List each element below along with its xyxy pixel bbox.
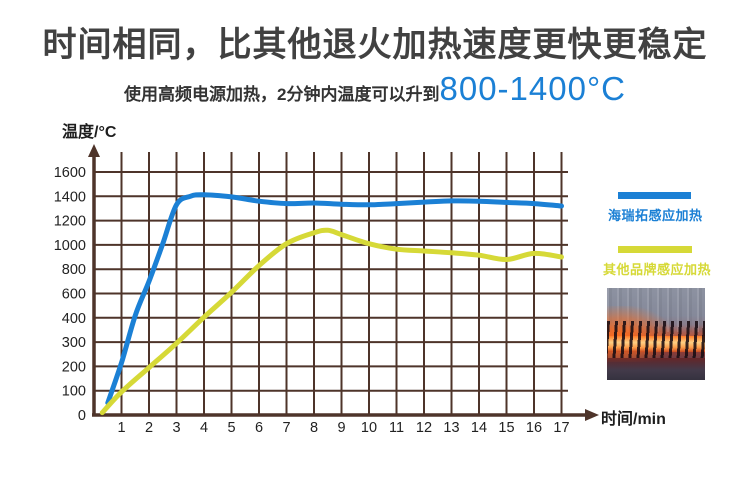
svg-text:600: 600: [62, 287, 86, 303]
svg-text:200: 200: [62, 359, 86, 375]
svg-text:9: 9: [337, 420, 345, 436]
svg-text:7: 7: [282, 420, 290, 436]
svg-text:17: 17: [553, 420, 569, 436]
subtitle: 使用高频电源加热，2分钟内温度可以升到 800-1400°C: [0, 70, 750, 108]
legend-swatch-other-brand: [618, 246, 692, 253]
svg-text:1200: 1200: [54, 214, 86, 230]
grid-lines: [94, 152, 568, 415]
svg-text:10: 10: [361, 420, 377, 436]
svg-text:12: 12: [416, 420, 432, 436]
x-axis-title: 时间/min: [601, 411, 666, 428]
svg-text:0: 0: [78, 408, 86, 424]
svg-text:800: 800: [62, 262, 86, 278]
legend-label-other-brand: 其他品牌感应加热: [603, 262, 712, 277]
svg-text:300: 300: [62, 335, 86, 351]
svg-text:1000: 1000: [54, 238, 86, 254]
series-line-1: [99, 227, 564, 416]
svg-text:4: 4: [200, 420, 208, 436]
y-tick-labels: 0 100 200 300 400 600 800 1000 1200 1400 1600: [54, 165, 86, 424]
legend-swatch-hairuituo: [618, 192, 691, 199]
axis-arrowheads: [88, 144, 599, 421]
svg-text:1: 1: [117, 420, 125, 436]
x-tick-labels: 1 2 3 4 5 6 7 8 9 10 11 12 13 14 15 16 17: [117, 420, 569, 436]
legend-label-hairuituo: 海瑞拓感应加热: [608, 208, 703, 223]
subtitle-text: 使用高频电源加热，2分钟内温度可以升到: [124, 85, 440, 104]
subtitle-highlight: 800-1400°C: [439, 70, 626, 107]
y-axis-title: 温度/°C: [62, 124, 117, 141]
axes: [92, 157, 585, 417]
page-title: 时间相同，比其他退火加热速度更快更稳定: [42, 26, 708, 64]
svg-text:15: 15: [498, 420, 514, 436]
induction-heater-photo: [607, 288, 705, 380]
svg-text:13: 13: [443, 420, 459, 436]
svg-text:16: 16: [526, 420, 542, 436]
svg-text:8: 8: [310, 420, 318, 436]
svg-text:1400: 1400: [54, 189, 86, 205]
svg-text:5: 5: [227, 420, 235, 436]
svg-text:1600: 1600: [54, 165, 86, 181]
svg-text:11: 11: [389, 420, 404, 436]
svg-text:100: 100: [62, 384, 86, 400]
svg-text:14: 14: [471, 420, 487, 436]
photo-dark-base: [607, 357, 705, 380]
svg-text:6: 6: [255, 420, 263, 436]
photo-coil-stripes: [607, 321, 705, 358]
svg-text:3: 3: [172, 420, 180, 436]
series-line-0: [105, 192, 564, 406]
svg-text:2: 2: [145, 420, 153, 436]
svg-text:400: 400: [62, 311, 86, 327]
